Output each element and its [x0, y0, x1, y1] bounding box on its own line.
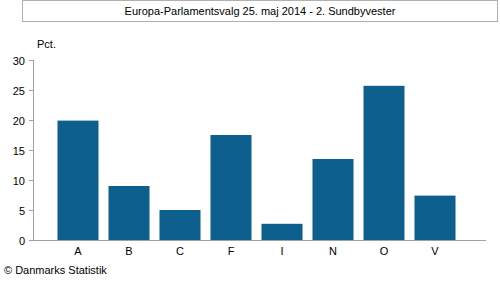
- y-tick: [29, 210, 33, 211]
- x-tick-label: A: [74, 245, 82, 257]
- y-tick: [29, 90, 33, 91]
- y-tick-label: 30: [13, 55, 25, 67]
- y-tick-label: 25: [13, 85, 25, 97]
- chart-container: Europa-Parlamentsvalg 25. maj 2014 - 2. …: [0, 0, 500, 282]
- bar: [415, 196, 456, 240]
- x-tick-label: B: [125, 245, 132, 257]
- bar: [262, 224, 303, 240]
- source: © Danmarks Statistik: [4, 264, 107, 276]
- y-tick-label: 0: [19, 235, 25, 247]
- y-axis-line: [33, 60, 34, 240]
- bar: [109, 186, 150, 240]
- y-tick: [29, 240, 33, 241]
- y-tick: [29, 150, 33, 151]
- bar: [58, 121, 99, 240]
- title: Europa-Parlamentsvalg 25. maj 2014 - 2. …: [125, 5, 396, 17]
- title-frame: [23, 1, 498, 22]
- bar: [313, 159, 354, 240]
- chart-svg: Europa-Parlamentsvalg 25. maj 2014 - 2. …: [0, 0, 500, 282]
- y-tick-label: 20: [13, 115, 25, 127]
- y-tick: [29, 180, 33, 181]
- y-tick-label: 5: [19, 205, 25, 217]
- x-tick-label: V: [431, 245, 439, 257]
- bar: [211, 135, 252, 240]
- x-tick-label: O: [380, 245, 389, 257]
- bars: [58, 86, 456, 240]
- bar: [160, 210, 201, 240]
- y-axis-label: Pct.: [37, 38, 56, 50]
- x-tick-label: C: [176, 245, 184, 257]
- x-axis-line: [33, 240, 486, 241]
- x-tick-label: I: [280, 245, 283, 257]
- x-tick-label: F: [228, 245, 235, 257]
- y-tick: [29, 60, 33, 61]
- x-tick-label: N: [329, 245, 337, 257]
- y-tick: [29, 120, 33, 121]
- bar: [364, 86, 405, 240]
- y-tick-label: 15: [13, 145, 25, 157]
- y-tick-label: 10: [13, 175, 25, 187]
